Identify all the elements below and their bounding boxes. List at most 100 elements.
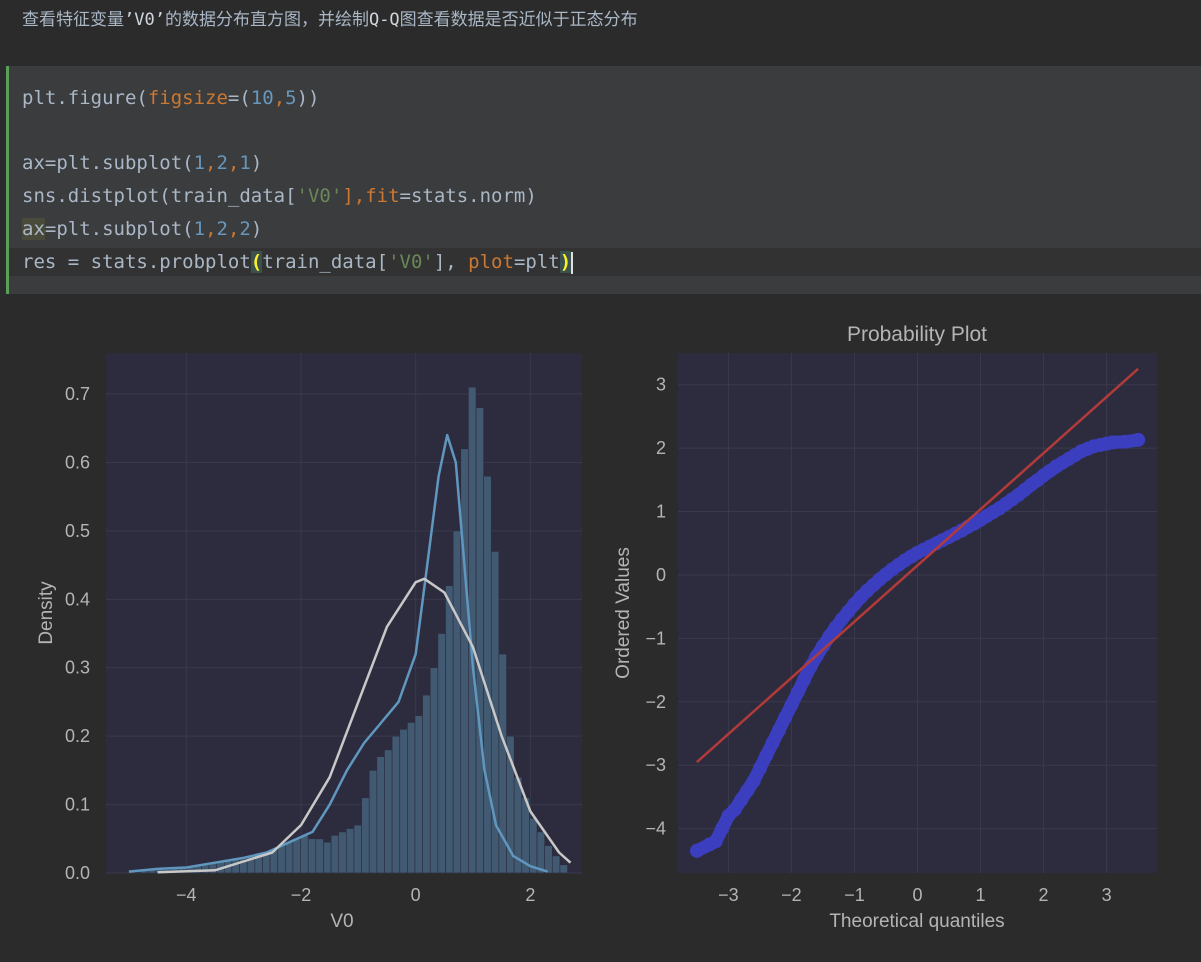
code-cell-editor[interactable]: plt.figure(figsize=(10,5)) ax=plt.subplot… — [6, 66, 1201, 294]
code-token: 2 — [216, 218, 228, 240]
code-token: , — [273, 87, 286, 109]
markdown-text-before: 查看特征变量 — [22, 10, 124, 30]
histogram-y-tick-label: 0.0 — [65, 863, 90, 883]
histogram-bar — [391, 735, 401, 874]
histogram-x-tick-label: −4 — [176, 885, 197, 905]
histogram-bar — [353, 824, 362, 874]
histogram-bar — [368, 770, 378, 874]
code-token: =stats.norm) — [399, 185, 537, 207]
histogram-x-tick-label: 2 — [525, 885, 535, 905]
code-token: )) — [296, 87, 320, 109]
histogram-bar — [300, 835, 309, 874]
probplot-x-tick-label: −3 — [718, 885, 739, 905]
code-token: plt.figure( — [22, 87, 148, 109]
code-token: plot — [468, 251, 514, 273]
histogram-bar — [445, 585, 454, 874]
markdown-code-qq: Q-Q — [368, 10, 400, 30]
histogram-bar — [292, 838, 301, 874]
histogram-y-tick-label: 0.5 — [65, 521, 90, 541]
code-token: ], — [433, 251, 469, 273]
histogram-bar — [361, 797, 370, 874]
histogram-y-axis-label: Density — [36, 581, 57, 645]
code-token: , — [205, 218, 217, 240]
histogram-bar — [346, 828, 355, 874]
code-token: 1 — [193, 218, 206, 240]
probplot-x-tick-label: 3 — [1102, 885, 1112, 905]
histogram-bar — [407, 722, 416, 874]
code-token: figsize — [147, 87, 228, 109]
histogram-y-tick-label: 0.1 — [65, 795, 90, 815]
code-line[interactable]: ax=plt.subplot(1,2,2) — [22, 215, 262, 243]
code-token: ax=plt.subplot( — [22, 152, 194, 174]
code-token: =( — [227, 87, 251, 109]
histogram-bar — [452, 530, 462, 874]
histogram-bar — [429, 667, 439, 874]
probplot-y-tick-label: −3 — [645, 755, 666, 775]
code-token: ) — [250, 152, 263, 174]
probplot-x-tick-label: 1 — [976, 885, 986, 905]
code-line[interactable]: plt.figure(figsize=(10,5)) — [22, 84, 320, 112]
probplot-y-tick-label: −2 — [645, 692, 666, 712]
probplot-y-tick-label: 1 — [656, 502, 666, 522]
histogram-bar — [323, 841, 332, 874]
code-token: res = stats.probplot — [22, 251, 251, 273]
histogram-bar — [384, 749, 393, 874]
normal-fit-curve — [157, 577, 572, 874]
histogram-y-tick-label: 0.3 — [65, 658, 90, 678]
code-token: sns.distplot(train_data[ — [22, 185, 297, 207]
histogram-bar — [483, 475, 492, 874]
probplot-fit-line — [696, 367, 1139, 763]
histogram-bar — [315, 838, 324, 874]
histogram-bar — [330, 835, 340, 874]
code-token: 2 — [239, 218, 251, 240]
code-token: ) — [250, 218, 263, 240]
code-token: =plt.subplot( — [44, 218, 194, 240]
probability-plot-x-axis-label: Theoretical quantiles — [829, 911, 1004, 932]
code-token: fit — [365, 185, 400, 207]
probplot-y-tick-label: −4 — [645, 819, 666, 839]
code-token: 1 — [193, 152, 206, 174]
histogram-x-tick-label: 0 — [411, 885, 421, 905]
probplot-y-tick-label: 2 — [656, 438, 666, 458]
probplot-y-tick-label: 0 — [656, 565, 666, 585]
code-line[interactable]: ax=plt.subplot(1,2,1) — [22, 149, 262, 177]
histogram-y-tick-label: 0.6 — [65, 452, 90, 472]
histogram-bar — [437, 633, 446, 874]
markdown-code-v0: ’V0’ — [124, 10, 165, 30]
code-token: 2 — [216, 152, 228, 174]
histogram-y-tick-label: 0.7 — [65, 384, 90, 404]
code-token: , — [205, 152, 217, 174]
code-line[interactable]: sns.distplot(train_data['V0'],fit=stats.… — [22, 182, 537, 210]
histogram-bar — [376, 756, 385, 874]
probplot-x-tick-label: 0 — [912, 885, 922, 905]
probplot-x-tick-label: −1 — [844, 885, 865, 905]
markdown-cell: 查看特征变量’V0’的数据分布直方图，并绘制Q-Q图查看数据是否近似于正态分布 — [22, 8, 638, 32]
probability-plot-title: Probability Plot — [847, 323, 987, 346]
histogram-bar — [338, 831, 347, 874]
histogram-bar — [475, 407, 484, 874]
histogram-bar — [529, 817, 538, 874]
histogram-bar — [414, 715, 423, 874]
histogram-bar — [307, 838, 317, 874]
code-token: 'V0' — [388, 251, 434, 273]
code-token: train_data[ — [262, 251, 389, 273]
histogram-y-tick-label: 0.2 — [65, 726, 90, 746]
probplot-x-tick-label: 2 — [1039, 885, 1049, 905]
code-token: , — [227, 218, 240, 240]
histogram-bar — [460, 448, 469, 874]
text-caret — [571, 251, 574, 274]
kde-curve — [128, 433, 548, 873]
code-token: 5 — [285, 87, 297, 109]
code-token: 'V0' — [296, 185, 343, 207]
probplot-y-tick-label: −1 — [645, 628, 666, 648]
code-token: , — [227, 152, 240, 174]
histogram-bar — [422, 694, 431, 874]
code-token: ], — [342, 185, 366, 207]
histogram-x-tick-label: −2 — [291, 885, 312, 905]
markdown-text-after: 图查看数据是否近似于正态分布 — [399, 10, 638, 30]
code-token: ax — [22, 218, 45, 240]
code-line[interactable]: res = stats.probplot(train_data['V0'], p… — [9, 248, 1201, 276]
histogram-x-axis-label: V0 — [330, 911, 353, 932]
